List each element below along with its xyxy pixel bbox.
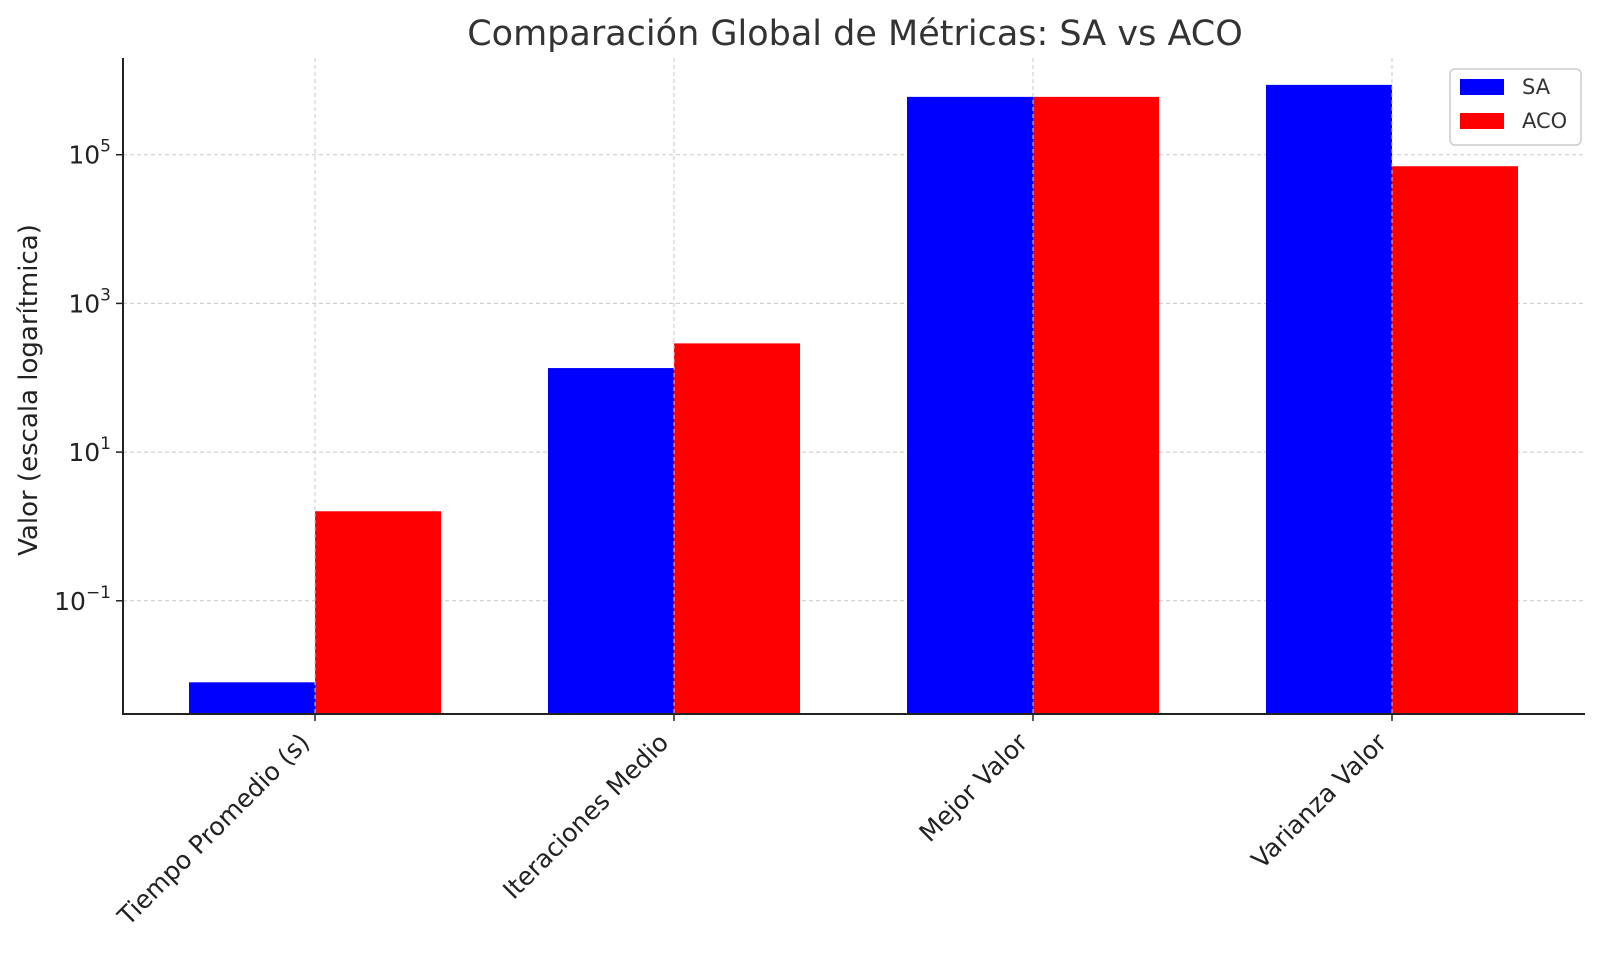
bar-sa-0: [189, 682, 315, 714]
x-tick-label-3: Varianza Valor: [1246, 727, 1393, 874]
bar-aco-0: [315, 511, 441, 714]
bar-aco-3: [1392, 166, 1518, 715]
bar-sa-2: [907, 96, 1033, 714]
bar-aco-1: [674, 343, 800, 714]
bar-aco-2: [1033, 96, 1159, 714]
legend: SA ACO: [1449, 68, 1582, 146]
x-ticks-layer: Tiempo Promedio (s) Iteraciones Medio Mejo…: [111, 714, 1393, 932]
legend-label-sa: SA: [1522, 75, 1551, 99]
y-tick-label-0: 10−1: [54, 583, 111, 616]
x-tick-label-1: Iteraciones Medio: [497, 728, 674, 905]
bars-layer: [189, 84, 1518, 715]
legend-swatch-aco: [1460, 113, 1504, 129]
bar-sa-3: [1266, 84, 1392, 714]
x-tick-label-2: Mejor Valor: [913, 727, 1033, 847]
y-tick-label-1: 101: [68, 434, 111, 467]
axes-layer: [122, 58, 1585, 715]
axis-spines: [122, 58, 1585, 715]
legend-label-aco: ACO: [1522, 109, 1567, 133]
y-ticks-layer: 10−1 101 103 105: [54, 137, 123, 616]
x-tick-label-0: Tiempo Promedio (s): [111, 728, 315, 932]
y-tick-label-2: 103: [68, 285, 111, 318]
chart-title: Comparación Global de Métricas: SA vs AC…: [467, 14, 1243, 54]
vertical-grid-layer: [314, 58, 1393, 714]
y-axis-label: Valor (escala logarítmica): [14, 224, 44, 556]
y-tick-label-3: 105: [68, 137, 111, 170]
bar-sa-1: [548, 368, 674, 714]
legend-swatch-sa: [1460, 79, 1504, 95]
